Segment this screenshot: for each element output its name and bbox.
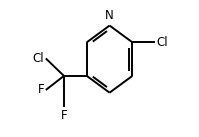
Text: Cl: Cl bbox=[156, 36, 168, 49]
Text: F: F bbox=[61, 109, 67, 122]
Text: F: F bbox=[38, 83, 44, 96]
Text: N: N bbox=[105, 9, 114, 22]
Text: Cl: Cl bbox=[33, 52, 44, 65]
